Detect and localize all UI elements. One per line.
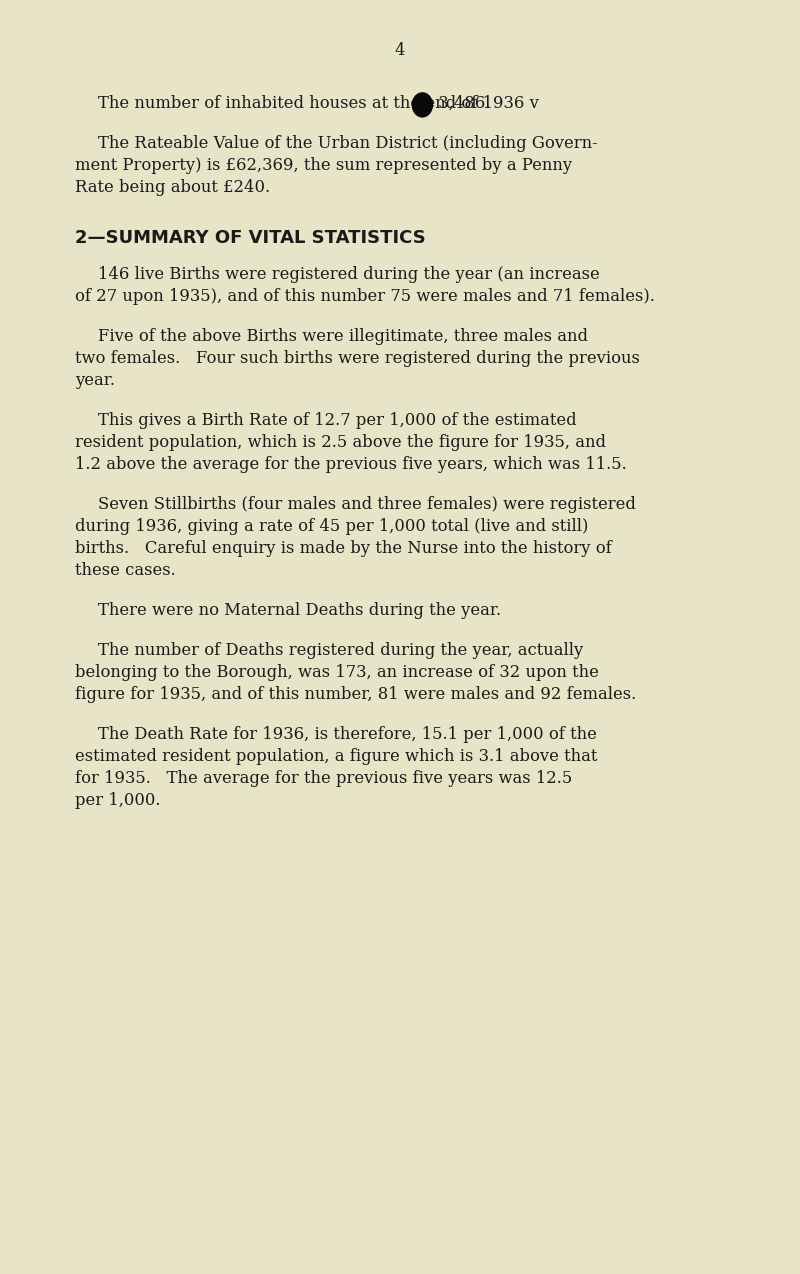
Text: 1.2 above the average for the previous five years, which was 11.5.: 1.2 above the average for the previous f… [75,456,626,473]
Text: figure for 1935, and of this number, 81 were males and 92 females.: figure for 1935, and of this number, 81 … [75,685,636,703]
Text: two females.   Four such births were registered during the previous: two females. Four such births were regis… [75,350,640,367]
Text: The Rateable Value of the Urban District (including Govern-: The Rateable Value of the Urban District… [98,135,598,152]
Text: 3,486.: 3,486. [434,96,490,112]
Text: The Death Rate for 1936, is therefore, 15.1 per 1,000 of the: The Death Rate for 1936, is therefore, 1… [98,726,597,743]
Text: births.   Careful enquiry is made by the Nurse into the history of: births. Careful enquiry is made by the N… [75,540,612,557]
Text: for 1935.   The average for the previous five years was 12.5: for 1935. The average for the previous f… [75,769,572,787]
Text: This gives a Birth Rate of 12.7 per 1,000 of the estimated: This gives a Birth Rate of 12.7 per 1,00… [98,412,577,429]
Text: ment Property) is £62,369, the sum represented by a Penny: ment Property) is £62,369, the sum repre… [75,157,572,175]
Text: resident population, which is 2.5 above the figure for 1935, and: resident population, which is 2.5 above … [75,434,606,451]
Text: Five of the above Births were illegitimate, three males and: Five of the above Births were illegitima… [98,327,588,345]
Text: year.: year. [75,372,115,389]
Text: belonging to the Borough, was 173, an increase of 32 upon the: belonging to the Borough, was 173, an in… [75,664,599,682]
Text: of 27 upon 1935), and of this number 75 were males and 71 females).: of 27 upon 1935), and of this number 75 … [75,288,655,304]
Text: estimated resident population, a figure which is 3.1 above that: estimated resident population, a figure … [75,748,598,764]
Text: There were no Maternal Deaths during the year.: There were no Maternal Deaths during the… [98,603,501,619]
Text: Rate being about £240.: Rate being about £240. [75,180,270,196]
Text: these cases.: these cases. [75,562,176,578]
Text: Seven Stillbirths (four males and three females) were registered: Seven Stillbirths (four males and three … [98,496,636,513]
Text: 146 live Births were registered during the year (an increase: 146 live Births were registered during t… [98,266,600,283]
Text: per 1,000.: per 1,000. [75,792,161,809]
Text: The number of inhabited houses at the end of 1936 v: The number of inhabited houses at the en… [98,96,539,112]
Text: 2—SUMMARY OF VITAL STATISTICS: 2—SUMMARY OF VITAL STATISTICS [75,229,426,247]
Text: The number of Deaths registered during the year, actually: The number of Deaths registered during t… [98,642,583,659]
Text: during 1936, giving a rate of 45 per 1,000 total (live and still): during 1936, giving a rate of 45 per 1,0… [75,519,588,535]
Ellipse shape [412,93,432,117]
Text: 4: 4 [394,42,406,59]
